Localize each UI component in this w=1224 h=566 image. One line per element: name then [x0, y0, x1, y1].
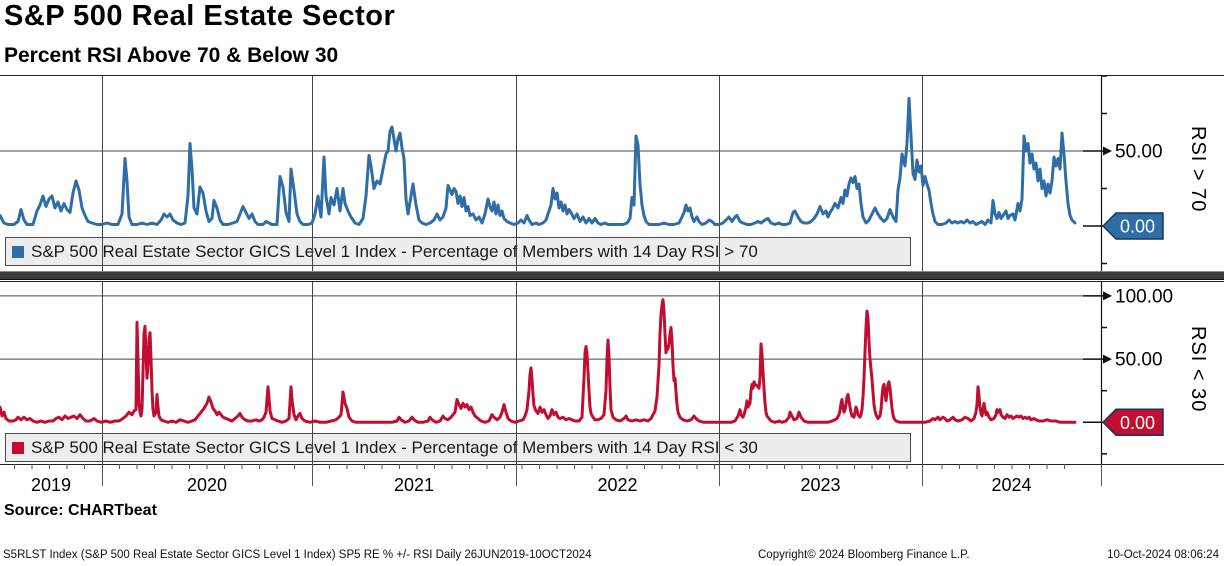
status-bar: S5RLST Index (S&P 500 Real Estate Sector… — [0, 543, 1224, 566]
page-title: S&P 500 Real Estate Sector — [4, 0, 396, 32]
svg-text:2023: 2023 — [800, 475, 840, 495]
svg-text:0.00: 0.00 — [1120, 217, 1155, 237]
legend-label: S&P 500 Real Estate Sector GICS Level 1 … — [31, 437, 758, 457]
svg-text:2020: 2020 — [187, 475, 227, 495]
legend-label: S&P 500 Real Estate Sector GICS Level 1 … — [31, 241, 758, 261]
svg-text:50.00: 50.00 — [1115, 350, 1163, 371]
panel-rsi-above-70[interactable]: S&P 500 Real Estate Sector GICS Level 1 … — [0, 75, 1224, 271]
status-security-info: S5RLST Index (S&P 500 Real Estate Sector… — [3, 549, 592, 561]
status-datetime: 10-Oct-2024 08:06:24 — [1107, 549, 1219, 561]
svg-text:2022: 2022 — [597, 475, 637, 495]
svg-text:2019: 2019 — [31, 475, 71, 495]
legend-rsi-below-30[interactable]: S&P 500 Real Estate Sector GICS Level 1 … — [5, 433, 911, 462]
axis-title-rsi-below-30: RSI < 30 — [1187, 326, 1209, 413]
panel-rsi-below-30[interactable]: S&P 500 Real Estate Sector GICS Level 1 … — [0, 281, 1224, 465]
axis-title-rsi-above-70: RSI > 70 — [1187, 126, 1209, 213]
page-subtitle: Percent RSI Above 70 & Below 30 — [4, 44, 339, 67]
svg-text:2021: 2021 — [394, 475, 434, 495]
svg-text:100.00: 100.00 — [1115, 286, 1173, 307]
legend-swatch-blue — [12, 245, 24, 258]
svg-text:50.00: 50.00 — [1115, 142, 1163, 163]
svg-text:2024: 2024 — [991, 475, 1031, 495]
source-label: Source: CHARTbeat — [4, 502, 157, 519]
legend-rsi-above-70[interactable]: S&P 500 Real Estate Sector GICS Level 1 … — [5, 237, 911, 266]
panel-splitter[interactable] — [0, 271, 1224, 280]
svg-text:0.00: 0.00 — [1120, 413, 1155, 433]
legend-swatch-red — [12, 441, 24, 454]
x-axis: 2019 2020 2021 2022 2023 2024 — [14, 464, 1102, 495]
status-copyright: Copyright© 2024 Bloomberg Finance L.P. — [758, 549, 970, 561]
